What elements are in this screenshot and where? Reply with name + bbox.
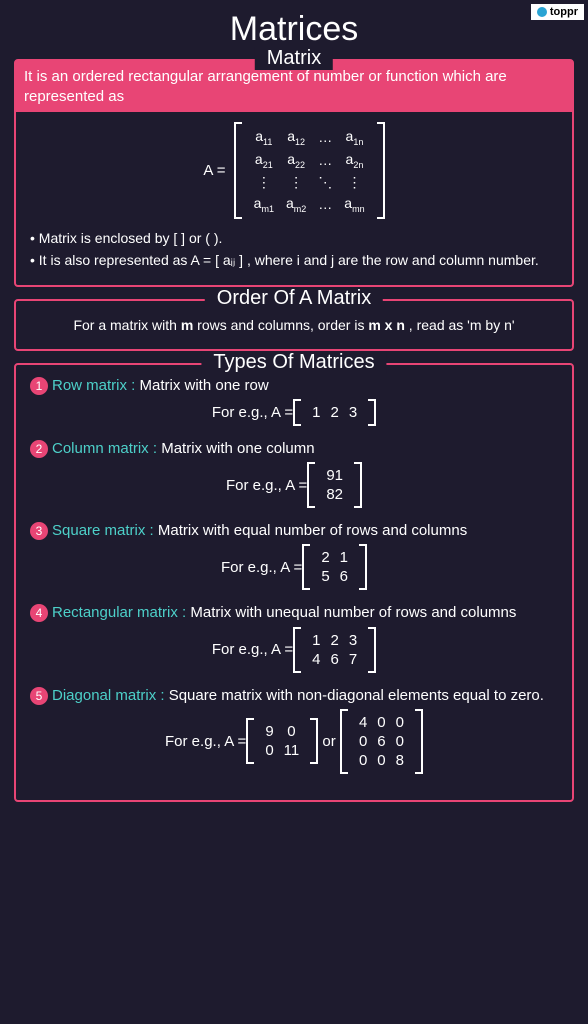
type-name: Row matrix : (52, 377, 135, 394)
type-name: Square matrix : (52, 522, 154, 539)
type-desc: Square matrix with non-diagonal elements… (165, 687, 544, 704)
type-number: 5 (30, 687, 48, 705)
matrix-box-title: Matrix (255, 47, 333, 70)
brand-logo: toppr (531, 4, 584, 20)
type-example: For e.g., A = 123 (30, 399, 558, 426)
type-name: Diagonal matrix : (52, 687, 165, 704)
type-item-1: 1Row matrix : Matrix with one row For e.g… (30, 377, 558, 426)
brand-icon (537, 7, 547, 17)
bullet-1: • Matrix is enclosed by [ ] or ( ). (30, 229, 558, 249)
type-example: For e.g., A = 123467 (30, 627, 558, 673)
order-text: For a matrix with m rows and columns, or… (30, 313, 558, 337)
type-number: 4 (30, 604, 48, 622)
type-number: 2 (30, 440, 48, 458)
matrix-definition-box: Matrix It is an ordered rectangular arra… (14, 59, 574, 287)
type-number: 1 (30, 377, 48, 395)
type-example: For e.g., A = 90011 or 400060008 (30, 709, 558, 774)
type-desc: Matrix with unequal number of rows and c… (186, 605, 516, 622)
general-matrix-table: a11a12…a1n a21a22…a2n ⋮⋮⋱⋮ am1am2…amn (248, 126, 371, 215)
type-item-4: 4Rectangular matrix : Matrix with unequa… (30, 604, 558, 672)
order-box: Order Of A Matrix For a matrix with m ro… (14, 299, 574, 351)
type-desc: Matrix with one column (157, 440, 315, 457)
brand-text: toppr (550, 6, 578, 18)
type-example: For e.g., A = 9182 (30, 462, 558, 508)
eq-prefix: A = (203, 162, 225, 179)
page-title: Matrices (14, 10, 574, 49)
type-number: 3 (30, 522, 48, 540)
type-name: Column matrix : (52, 440, 157, 457)
bullet-2: • It is also represented as A = [ aᵢⱼ ] … (30, 251, 558, 271)
type-name: Rectangular matrix : (52, 605, 186, 622)
type-item-2: 2Column matrix : Matrix with one column F… (30, 440, 558, 508)
types-box: Types Of Matrices 1Row matrix : Matrix w… (14, 363, 574, 802)
type-desc: Matrix with equal number of rows and col… (154, 522, 467, 539)
matrix-bullets: • Matrix is enclosed by [ ] or ( ). • It… (30, 229, 558, 270)
type-desc: Matrix with one row (135, 377, 268, 394)
type-example: For e.g., A = 2156 (30, 544, 558, 590)
type-item-3: 3Square matrix : Matrix with equal numbe… (30, 522, 558, 590)
matrix-general-form: A = a11a12…a1n a21a22…a2n ⋮⋮⋱⋮ am1am2…am… (30, 122, 558, 219)
type-item-5: 5Diagonal matrix : Square matrix with no… (30, 687, 558, 774)
types-title: Types Of Matrices (201, 351, 386, 374)
order-title: Order Of A Matrix (205, 287, 383, 310)
